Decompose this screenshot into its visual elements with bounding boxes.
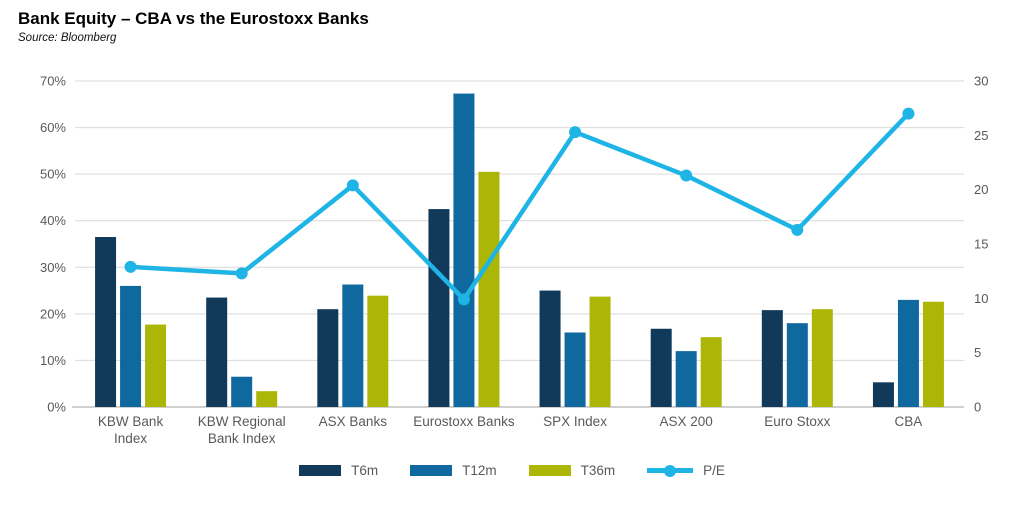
left-axis-tick-label: 40% xyxy=(40,213,66,228)
left-axis-tick-label: 60% xyxy=(40,120,66,135)
pe-point xyxy=(124,260,137,273)
t36m-swatch-icon xyxy=(528,465,571,476)
left-axis-tick-label: 70% xyxy=(40,74,66,89)
t12m-swatch-icon xyxy=(410,465,453,476)
pe-line-marker-icon xyxy=(647,464,694,477)
bar xyxy=(478,171,500,407)
bar xyxy=(206,297,228,407)
pe-dot-icon xyxy=(664,464,677,477)
bar xyxy=(317,309,339,407)
legend-item-t6m: T6m xyxy=(299,463,378,478)
bar xyxy=(564,332,586,407)
bar xyxy=(700,337,722,407)
legend-item-t12m: T12m xyxy=(410,463,497,478)
right-axis-labels: 0 5 10 15 20 25 30 xyxy=(974,74,988,415)
legend-label-pe: P/E xyxy=(703,463,725,478)
bar xyxy=(428,209,450,407)
right-axis-tick-label: 20 xyxy=(974,182,988,197)
chart-header: Bank Equity – CBA vs the Eurostoxx Banks… xyxy=(18,8,369,44)
pe-point xyxy=(569,126,582,139)
right-axis-tick-label: 25 xyxy=(974,128,988,143)
right-axis-tick-label: 0 xyxy=(974,400,981,415)
left-axis-tick-label: 20% xyxy=(40,306,66,321)
category-label: Index xyxy=(114,431,147,446)
category-label: SPX Index xyxy=(543,414,607,429)
pe-point xyxy=(791,223,804,236)
bar xyxy=(650,328,672,407)
right-axis-tick-label: 10 xyxy=(974,291,988,306)
category-labels: KBW Bank Index KBW Regional Bank Index ASX B… xyxy=(98,414,922,446)
left-axis-tick-label: 50% xyxy=(40,167,66,182)
bar xyxy=(367,295,389,407)
bar xyxy=(675,351,697,407)
pe-point xyxy=(680,169,693,182)
pe-point xyxy=(902,107,915,120)
pe-point xyxy=(346,179,359,192)
bar xyxy=(761,310,783,407)
left-axis-tick-label: 30% xyxy=(40,260,66,275)
bar xyxy=(786,323,808,407)
bar xyxy=(231,376,253,407)
legend-item-t36m: T36m xyxy=(528,463,616,478)
bar xyxy=(145,324,167,407)
legend-label-t12m: T12m xyxy=(462,463,497,478)
bar xyxy=(811,309,833,407)
t6m-swatch-icon xyxy=(299,465,342,476)
right-axis-tick-label: 5 xyxy=(974,345,981,360)
left-axis-labels: 0% 10% 20% 30% 40% 50% 60% 70% xyxy=(40,74,66,415)
bar xyxy=(256,391,278,407)
category-label: ASX Banks xyxy=(319,414,388,429)
category-label: KBW Bank xyxy=(98,414,164,429)
bar xyxy=(922,301,944,407)
right-axis-tick-label: 30 xyxy=(974,74,988,89)
bar xyxy=(539,290,561,407)
bar xyxy=(453,93,475,408)
right-axis-tick-label: 15 xyxy=(974,237,988,252)
pe-line xyxy=(130,112,911,302)
chart-title: Bank Equity – CBA vs the Eurostoxx Banks xyxy=(18,9,369,28)
bar xyxy=(872,382,894,407)
pe-point xyxy=(457,293,470,306)
category-label: Euro Stoxx xyxy=(764,414,830,429)
bars-t6m xyxy=(95,209,894,407)
category-label: Eurostoxx Banks xyxy=(413,414,515,429)
category-label: CBA xyxy=(895,414,923,429)
pe-point xyxy=(235,267,248,280)
bars-t36m xyxy=(145,171,944,407)
legend-label-t6m: T6m xyxy=(351,463,379,478)
bars-t12m xyxy=(120,93,919,408)
chart-source: Source: Bloomberg xyxy=(18,32,117,45)
bar xyxy=(589,296,611,407)
bar xyxy=(95,237,117,407)
pe-line-series xyxy=(124,107,915,306)
legend-item-pe: P/E xyxy=(647,463,725,478)
left-axis-tick-label: 10% xyxy=(40,353,66,368)
category-label: KBW Regional xyxy=(198,414,286,429)
bar xyxy=(897,299,919,407)
legend-label-t36m: T36m xyxy=(580,463,616,478)
category-label: Bank Index xyxy=(208,431,276,446)
chart-legend: T6m T12m T36m P/E xyxy=(0,463,1024,478)
bar xyxy=(342,284,364,407)
left-axis-tick-label: 0% xyxy=(47,400,66,415)
category-label: ASX 200 xyxy=(660,414,713,429)
bar xyxy=(120,285,142,407)
